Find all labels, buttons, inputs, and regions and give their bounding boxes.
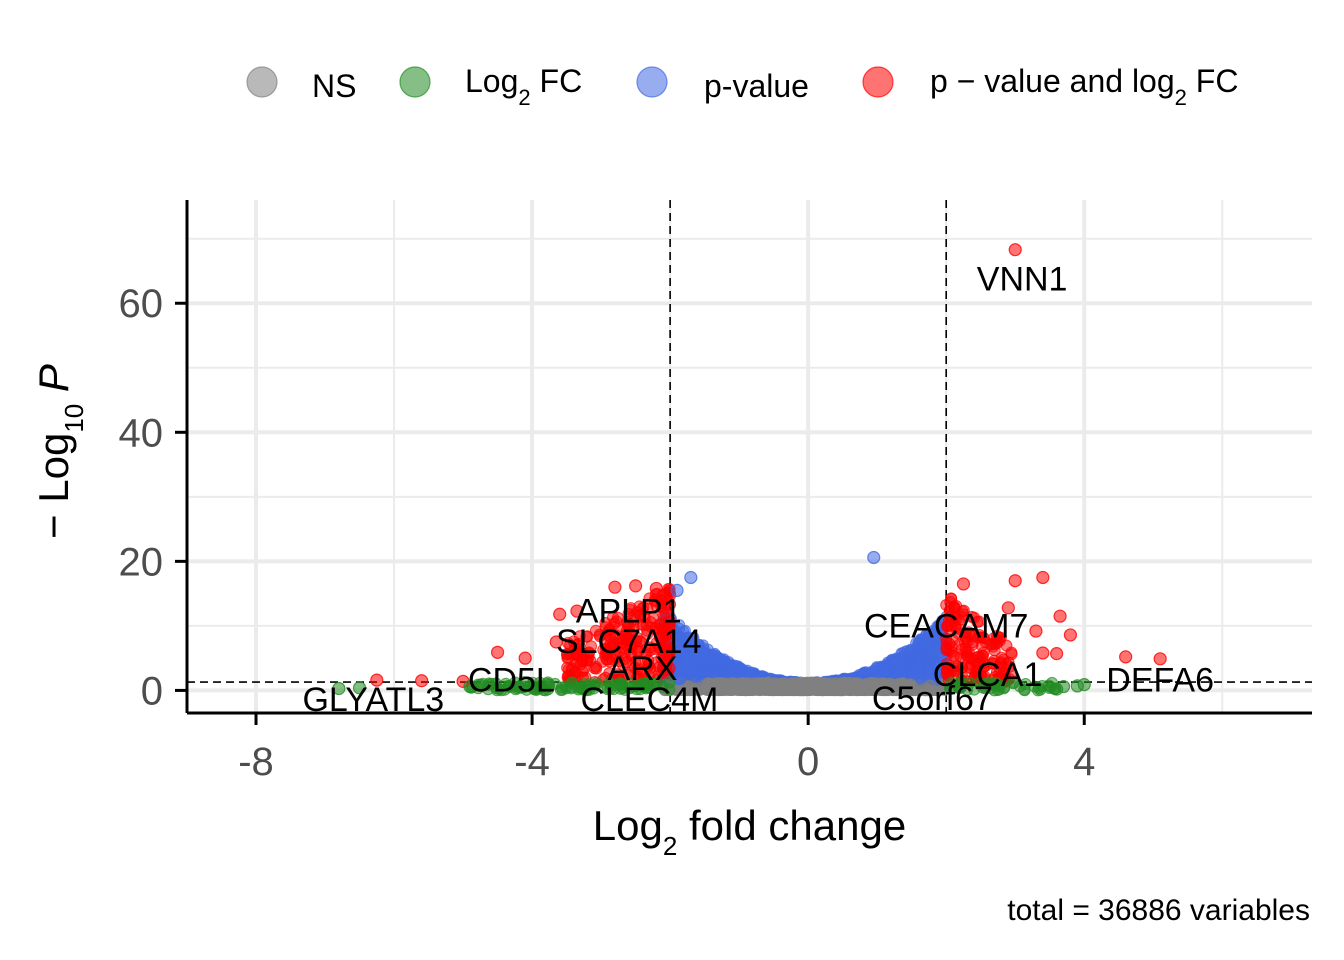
data-point	[684, 570, 698, 585]
legend-key-3	[862, 66, 894, 98]
y-tick-label: 20	[119, 540, 164, 584]
data-point	[956, 577, 971, 591]
cloud-point-ns	[721, 683, 732, 695]
cloud-point-ns	[808, 683, 820, 695]
gene-label: CLEC4M	[580, 681, 718, 719]
data-point	[553, 607, 567, 621]
data-point	[1036, 570, 1050, 585]
cloud-point	[904, 659, 916, 671]
y-tick-label: 40	[119, 411, 164, 455]
gene-label: DEFA6	[1106, 662, 1214, 700]
data-point	[1008, 243, 1022, 257]
y-tick-label: 60	[119, 282, 164, 326]
legend-label-2: p-value	[704, 68, 809, 104]
gene-labels: VNN1APLP1SLC7A14ARXCD5LCLEC4MGLYATL3CEAC…	[302, 260, 1214, 719]
data-point	[1053, 609, 1067, 623]
cloud-point-sig	[589, 660, 602, 673]
x-tick-label: 4	[1073, 740, 1095, 784]
legend-label-1: Log2 FC	[465, 63, 582, 110]
point-cloud	[465, 582, 1062, 697]
grid-lines	[187, 200, 1312, 713]
data-point	[629, 579, 643, 593]
legend-label-0: NS	[312, 68, 356, 104]
cloud-point	[888, 656, 900, 668]
data-point	[1029, 624, 1043, 638]
gene-label: GLYATL3	[302, 681, 444, 719]
data-point	[1077, 678, 1091, 692]
cloud-point-ns	[855, 679, 866, 690]
cloud-point	[913, 650, 926, 663]
data-point	[1056, 679, 1071, 694]
x-tick-label: 0	[797, 740, 819, 784]
cloud-point-ns	[767, 682, 778, 693]
legend-key-1	[399, 66, 431, 98]
legend-key-0	[246, 66, 278, 98]
data-points	[332, 243, 1167, 696]
x-tick-label: -4	[514, 740, 550, 784]
cloud-point-sig	[945, 592, 958, 605]
data-point	[1008, 574, 1022, 588]
gene-label: C5orf67	[872, 680, 993, 718]
legend: NS Log2 FC p-value p − value and log2 FC	[246, 63, 1238, 110]
cutoff-lines	[187, 200, 1312, 713]
legend-label-3: p − value and log2 FC	[930, 63, 1238, 110]
cloud-point	[725, 665, 737, 677]
x-tick-label: -8	[238, 740, 274, 784]
y-axis-title: − Log10 P	[30, 364, 89, 539]
y-tick-label: 0	[141, 669, 163, 713]
gene-label: VNN1	[977, 260, 1068, 298]
gene-label: CEACAM7	[864, 608, 1028, 646]
data-point	[608, 580, 622, 594]
caption: total = 36886 variables	[1007, 894, 1310, 927]
data-point	[490, 645, 505, 659]
cloud-point-ns	[840, 678, 851, 690]
x-axis-title: Log2 fold change	[593, 802, 906, 861]
data-point	[1050, 647, 1064, 661]
cloud-point-ns	[829, 682, 840, 694]
data-point	[867, 550, 881, 565]
cloud-point	[681, 663, 693, 676]
cloud-point-fc	[554, 683, 567, 696]
cloud-point	[742, 666, 755, 679]
legend-key-2	[636, 66, 668, 98]
cloud-point-ns	[749, 677, 760, 688]
cloud-point	[858, 666, 871, 678]
cloud-point-ns	[789, 679, 801, 690]
data-point	[1063, 628, 1078, 642]
gene-label: CD5L	[468, 662, 555, 700]
